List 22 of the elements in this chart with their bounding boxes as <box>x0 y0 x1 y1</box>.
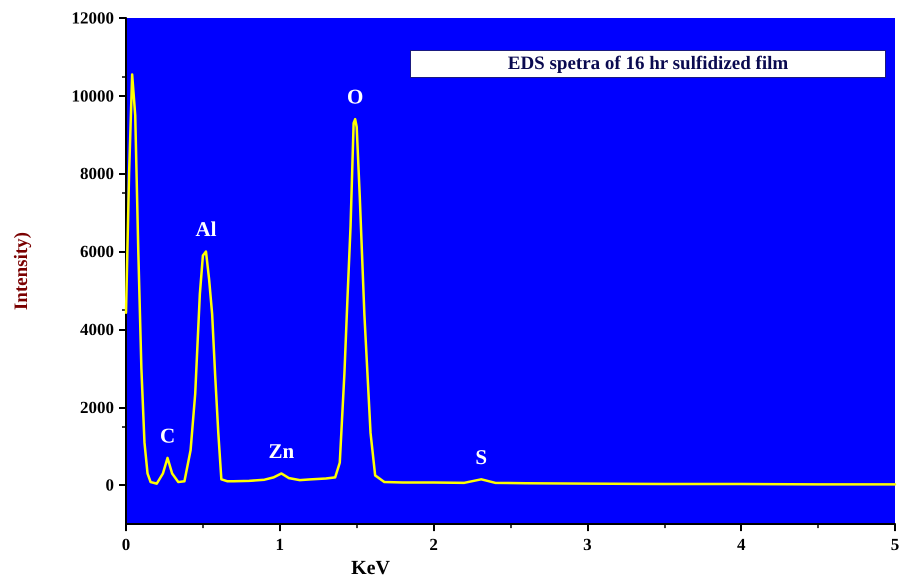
y-tick-label: 10000 <box>72 86 114 106</box>
y-tick-label: 6000 <box>80 242 114 262</box>
annotation: Al <box>195 217 217 242</box>
x-axis-title: KeV <box>351 557 390 579</box>
x-tick-label: 3 <box>583 535 592 554</box>
x-tick-label: 1 <box>276 535 284 554</box>
annotation: S <box>475 444 488 469</box>
annotation: C <box>160 423 176 448</box>
line-series <box>124 73 896 486</box>
x-tick-label: 0 <box>122 535 130 554</box>
x-tick-label: 4 <box>736 535 746 554</box>
y-tick-label: 4000 <box>80 320 114 339</box>
x-tick-label: 2 <box>429 535 438 554</box>
y-tick-label: 0 <box>106 476 114 495</box>
annotation: O <box>346 84 364 109</box>
y-tick-label: 12000 <box>72 8 114 28</box>
y-axis-title: Intensity) <box>11 232 32 310</box>
y-tick-label: 8000 <box>80 164 114 184</box>
x-tick-label: 5 <box>890 535 900 554</box>
caption-frame: EDS spetra of 16 hr sulfidized film <box>410 50 886 78</box>
annotation: Zn <box>268 438 294 463</box>
y-tick-label: 2000 <box>80 398 114 417</box>
